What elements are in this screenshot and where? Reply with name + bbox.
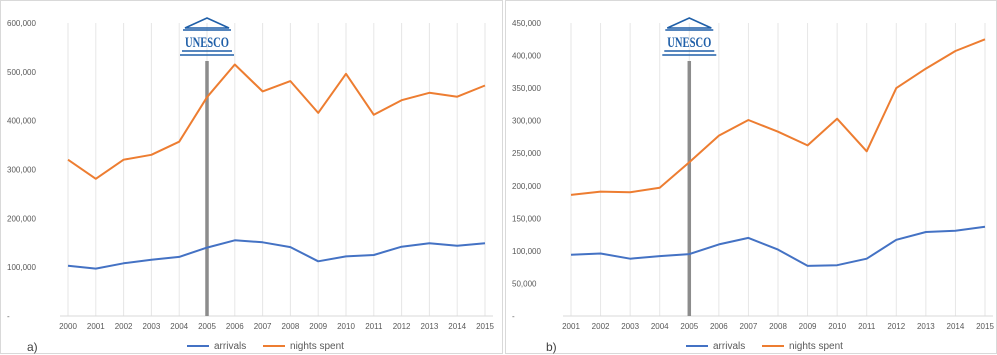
- x-tick-label-b-2006: 2006: [710, 322, 728, 331]
- legend-label-arrivals-b: arrivals: [713, 341, 745, 352]
- x-tick-label-a-2009: 2009: [309, 322, 327, 331]
- x-tick-label-b-2009: 2009: [799, 322, 817, 331]
- x-tick-label-a-2002: 2002: [115, 322, 133, 331]
- x-tick-label-a-2014: 2014: [448, 322, 466, 331]
- y-tick-label-b-2: 100,000: [512, 247, 541, 256]
- y-tick-label-a-5: 500,000: [7, 68, 36, 77]
- y-tick-label-a-2: 200,000: [7, 214, 36, 223]
- legend-a: arrivals nights spent: [187, 341, 358, 353]
- x-tick-label-a-2001: 2001: [87, 322, 105, 331]
- x-tick-label-a-2004: 2004: [170, 322, 188, 331]
- y-tick-label-b-3: 150,000: [512, 214, 541, 223]
- x-tick-label-b-2011: 2011: [858, 322, 876, 331]
- series-line-a-1: [68, 65, 485, 179]
- y-tick-label-b-6: 300,000: [512, 117, 541, 126]
- x-tick-label-a-2006: 2006: [226, 322, 244, 331]
- x-tick-label-b-2002: 2002: [592, 322, 610, 331]
- x-tick-label-a-2013: 2013: [421, 322, 439, 331]
- panel-label-a: a): [27, 340, 38, 354]
- series-line-a-0: [68, 240, 485, 268]
- y-tick-label-a-4: 400,000: [7, 117, 36, 126]
- y-tick-label-b-1: 50,000: [512, 279, 537, 288]
- legend-item-arrivals-b: arrivals: [686, 341, 745, 352]
- legend-swatch-arrivals-b: [686, 345, 708, 347]
- legend-swatch-nights-a: [263, 345, 285, 347]
- legend-item-nights-b: nights spent: [762, 341, 843, 352]
- chart-b-svg: - 50,000 100,000 150,000 200,000 250,000 300,0…: [506, 1, 997, 355]
- x-tick-label-a-2010: 2010: [337, 322, 355, 331]
- x-tick-label-b-2008: 2008: [769, 322, 787, 331]
- y-tick-label-b-5: 250,000: [512, 149, 541, 158]
- x-tick-label-a-2011: 2011: [365, 322, 383, 331]
- legend-label-nights-b: nights spent: [789, 341, 843, 352]
- y-tick-label-b-7: 350,000: [512, 84, 541, 93]
- legend-b: arrivals nights spent: [686, 341, 857, 353]
- x-tick-label-b-2004: 2004: [651, 322, 669, 331]
- x-tick-label-a-2015: 2015: [476, 322, 494, 331]
- chart-panel-b: - 50,000 100,000 150,000 200,000 250,000 300,0…: [505, 0, 997, 354]
- x-tick-label-b-2001: 2001: [562, 322, 580, 331]
- x-tick-label-b-2010: 2010: [828, 322, 846, 331]
- y-tick-label-a-1: 100,000: [7, 263, 36, 272]
- x-tick-label-b-2003: 2003: [621, 322, 639, 331]
- chart-a-svg: - 100,000 200,000 300,000 400,000 500,000 600,…: [1, 1, 504, 355]
- x-tick-label-a-2005: 2005: [198, 322, 216, 331]
- legend-swatch-arrivals-a: [187, 345, 209, 347]
- x-tick-label-a-2007: 2007: [254, 322, 272, 331]
- legend-label-nights-a: nights spent: [290, 341, 344, 352]
- y-tick-label-b-8: 400,000: [512, 52, 541, 61]
- x-tick-label-a-2003: 2003: [143, 322, 161, 331]
- x-tick-label-b-2014: 2014: [947, 322, 965, 331]
- legend-swatch-nights-b: [762, 345, 784, 347]
- x-tick-label-b-2015: 2015: [976, 322, 994, 331]
- x-tick-label-b-2005: 2005: [680, 322, 698, 331]
- legend-item-nights-a: nights spent: [263, 341, 344, 352]
- y-tick-label-b-0: -: [512, 312, 515, 321]
- legend-label-arrivals-a: arrivals: [214, 341, 246, 352]
- unesco-logo-text-a: UNESCO: [185, 35, 229, 51]
- x-tick-label-b-2012: 2012: [887, 322, 905, 331]
- y-tick-label-a-0: -: [7, 312, 10, 321]
- legend-item-arrivals-a: arrivals: [187, 341, 246, 352]
- x-tick-label-a-2008: 2008: [282, 322, 300, 331]
- x-tick-label-b-2013: 2013: [917, 322, 935, 331]
- chart-panel-a: - 100,000 200,000 300,000 400,000 500,000 600,…: [0, 0, 503, 354]
- panel-label-b: b): [546, 340, 557, 354]
- unesco-logo-text-b: UNESCO: [667, 35, 711, 51]
- x-tick-label-b-2007: 2007: [740, 322, 758, 331]
- y-tick-label-b-9: 450,000: [512, 19, 541, 28]
- y-tick-label-a-3: 300,000: [7, 166, 36, 175]
- x-tick-label-a-2012: 2012: [393, 322, 411, 331]
- y-tick-label-b-4: 200,000: [512, 182, 541, 191]
- y-tick-label-a-6: 600,000: [7, 19, 36, 28]
- x-tick-label-a-2000: 2000: [59, 322, 77, 331]
